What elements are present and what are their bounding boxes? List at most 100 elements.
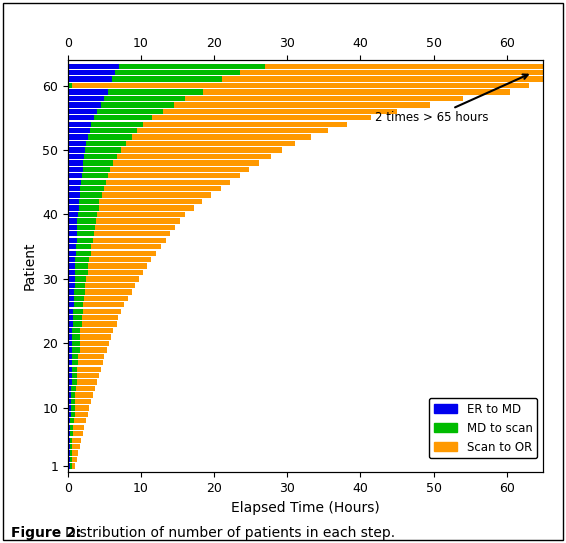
X-axis label: Elapsed Time (Hours): Elapsed Time (Hours) xyxy=(231,501,380,515)
Bar xyxy=(75,283,85,288)
Bar xyxy=(68,276,75,282)
Bar xyxy=(68,64,119,69)
Bar xyxy=(68,180,81,185)
Bar xyxy=(68,160,83,166)
Bar xyxy=(265,64,566,69)
Bar xyxy=(74,296,84,301)
Bar xyxy=(68,263,75,269)
Bar xyxy=(221,77,566,81)
Bar xyxy=(71,367,78,372)
Bar xyxy=(100,199,201,204)
Bar xyxy=(83,160,113,166)
Bar xyxy=(68,341,72,346)
Bar xyxy=(104,186,221,191)
Bar xyxy=(86,141,126,146)
Bar xyxy=(78,218,96,224)
Bar xyxy=(75,405,89,411)
Bar xyxy=(152,115,371,121)
Bar xyxy=(68,147,85,153)
Bar xyxy=(101,193,211,198)
Bar xyxy=(93,238,166,243)
Bar xyxy=(68,386,71,391)
Legend: ER to MD, MD to scan, Scan to OR: ER to MD, MD to scan, Scan to OR xyxy=(429,398,538,458)
Y-axis label: Patient: Patient xyxy=(23,242,37,291)
Bar xyxy=(78,373,100,378)
Bar xyxy=(71,386,76,391)
Bar xyxy=(68,186,80,191)
Bar xyxy=(68,328,72,333)
Bar xyxy=(77,238,93,243)
Bar xyxy=(79,205,98,211)
Bar xyxy=(78,212,97,217)
Bar xyxy=(85,147,121,153)
Bar xyxy=(126,141,295,146)
Bar xyxy=(78,225,95,230)
Bar xyxy=(80,341,109,346)
Bar xyxy=(68,308,73,314)
Bar xyxy=(77,231,93,236)
Bar xyxy=(93,115,152,121)
Bar xyxy=(71,83,529,88)
Bar xyxy=(68,205,79,211)
Bar xyxy=(70,418,74,424)
Bar xyxy=(68,399,71,404)
Bar xyxy=(108,173,240,179)
Bar xyxy=(68,135,88,140)
Bar xyxy=(68,238,77,243)
Bar xyxy=(71,457,77,462)
Bar xyxy=(68,463,70,469)
Bar xyxy=(82,173,108,179)
Bar xyxy=(72,451,78,456)
Bar xyxy=(72,334,80,339)
Bar xyxy=(68,283,75,288)
Bar xyxy=(68,353,71,359)
Bar xyxy=(68,102,101,108)
Bar xyxy=(174,102,430,108)
Bar xyxy=(68,193,80,198)
Bar xyxy=(88,263,147,269)
Bar xyxy=(131,135,311,140)
Bar xyxy=(68,141,86,146)
Bar xyxy=(74,289,85,294)
Bar xyxy=(78,367,101,372)
Bar xyxy=(76,250,91,256)
Bar xyxy=(163,109,397,114)
Bar xyxy=(68,334,72,339)
Bar xyxy=(71,405,75,411)
Bar xyxy=(185,96,463,101)
Bar xyxy=(138,128,328,133)
Bar xyxy=(68,360,71,365)
Bar xyxy=(70,463,71,469)
Bar xyxy=(68,367,71,372)
Bar xyxy=(85,289,131,294)
Bar xyxy=(80,348,108,352)
Bar xyxy=(101,102,174,108)
Bar xyxy=(73,425,84,430)
Bar xyxy=(240,70,566,75)
Bar xyxy=(71,393,75,397)
Bar xyxy=(68,438,70,443)
Bar xyxy=(68,321,73,327)
Bar xyxy=(75,270,88,275)
Bar xyxy=(68,380,71,385)
Bar xyxy=(203,90,511,94)
Bar xyxy=(88,135,131,140)
Bar xyxy=(91,250,156,256)
Bar xyxy=(68,109,97,114)
Bar xyxy=(91,122,143,127)
Bar xyxy=(68,90,108,94)
Bar xyxy=(86,276,139,282)
Bar xyxy=(75,257,89,262)
Bar xyxy=(80,193,101,198)
Bar xyxy=(97,109,163,114)
Bar xyxy=(73,321,82,327)
Bar xyxy=(73,315,82,320)
Bar xyxy=(68,412,71,417)
Bar xyxy=(68,199,79,204)
Bar xyxy=(71,399,75,404)
Bar xyxy=(68,122,91,127)
Bar xyxy=(72,348,80,352)
Bar xyxy=(68,348,72,352)
Bar xyxy=(115,70,240,75)
Bar xyxy=(68,451,70,456)
